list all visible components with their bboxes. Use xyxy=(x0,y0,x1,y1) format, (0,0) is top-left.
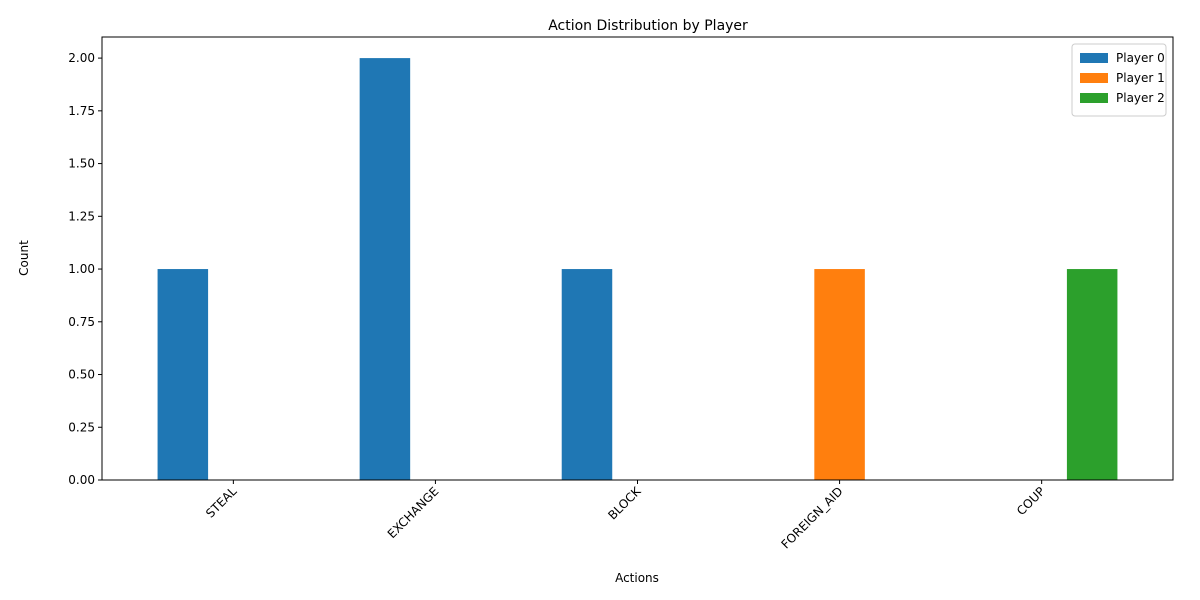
legend-label: Player 1 xyxy=(1116,71,1165,85)
bar-player-2-coup xyxy=(1066,269,1118,480)
plot-frame xyxy=(101,36,1174,481)
x-tick-label: EXCHANGE xyxy=(385,484,442,541)
y-tick-label: 1.00 xyxy=(68,262,95,276)
chart-title: Action Distribution by Player xyxy=(548,18,748,34)
legend-label: Player 2 xyxy=(1116,91,1165,105)
x-axis: STEAL EXCHANGE BLOCK FOREIGN_AID COUP xyxy=(203,480,1048,551)
y-tick-label: 0.50 xyxy=(68,368,95,382)
y-tick-label: 0.00 xyxy=(68,473,95,487)
legend-swatch xyxy=(1080,53,1108,63)
y-tick-label: 0.25 xyxy=(68,420,95,434)
y-axis-label: Count xyxy=(17,240,31,276)
bars-group xyxy=(157,58,1118,480)
bar-player-0-exchange xyxy=(359,58,411,480)
legend-swatch xyxy=(1080,93,1108,103)
bar-player-0-block xyxy=(561,269,613,480)
y-tick-label: 1.25 xyxy=(68,209,95,223)
y-tick-label: 0.75 xyxy=(68,315,95,329)
x-tick-label: BLOCK xyxy=(605,483,644,522)
legend-label: Player 0 xyxy=(1116,51,1165,65)
y-axis: 0.00 0.25 0.50 0.75 1.00 1.25 1.50 1.75 2.00 xyxy=(68,51,102,487)
bar-player-0-steal xyxy=(157,269,209,480)
legend-swatch xyxy=(1080,73,1108,83)
bar-player-1-foreign_aid xyxy=(814,269,865,480)
x-tick-label: COUP xyxy=(1014,484,1048,518)
y-tick-label: 1.75 xyxy=(68,104,95,118)
x-tick-label: FOREIGN_AID xyxy=(778,484,845,551)
x-tick-label: STEAL xyxy=(203,484,240,521)
y-tick-label: 1.50 xyxy=(68,157,95,171)
x-axis-label: Actions xyxy=(615,571,659,585)
legend: Player 0 Player 1 Player 2 xyxy=(1071,43,1167,117)
y-tick-label: 2.00 xyxy=(68,51,95,65)
